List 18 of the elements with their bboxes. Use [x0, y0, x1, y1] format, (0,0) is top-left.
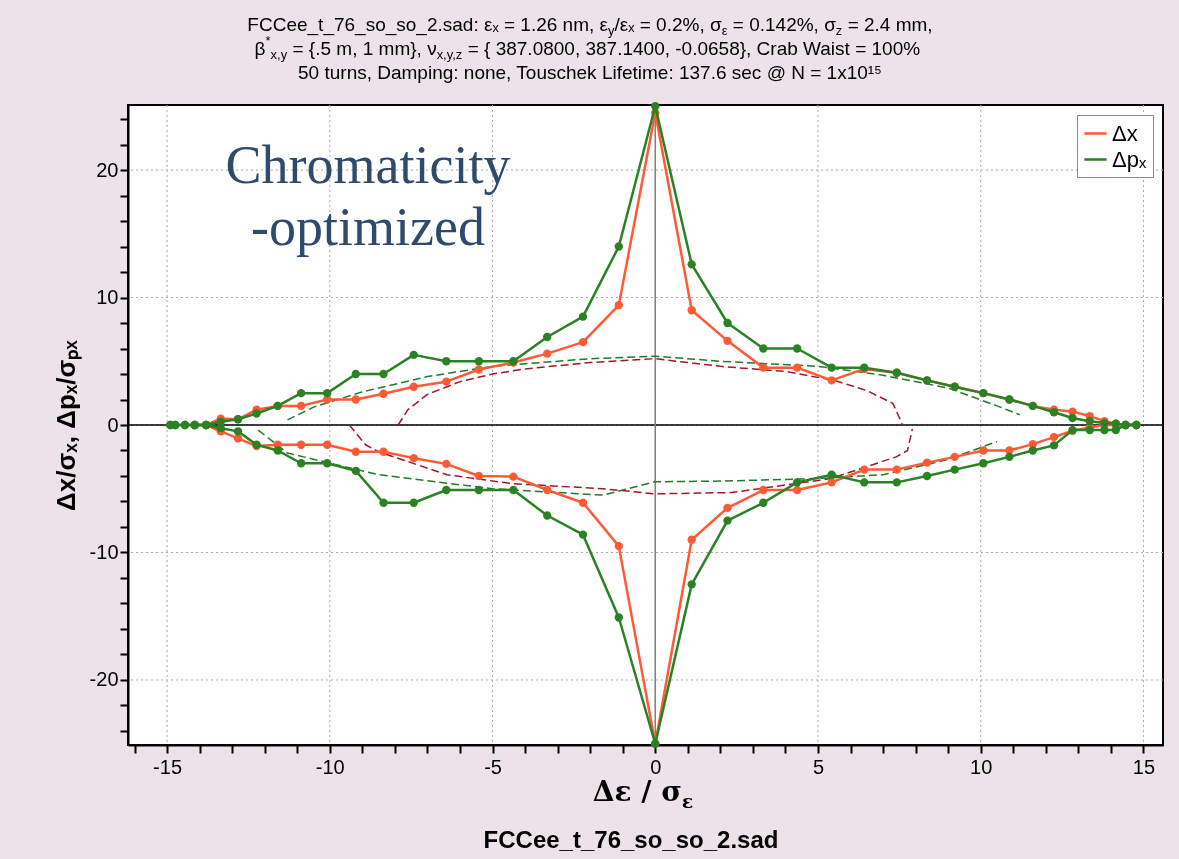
legend-label: Δpₓ: [1112, 146, 1147, 172]
y-axis-title: Δx/σₓ, Δpₓ/σₚₓ: [50, 339, 82, 511]
text: 50 turns, Damping: none, Touschek Lifetime: 137.6 sec @ N = 1x10¹⁵: [298, 62, 882, 83]
y-tick-label: -10: [89, 540, 119, 563]
x-tick-label: 0: [650, 755, 662, 778]
legend-label: Δx: [1112, 120, 1138, 146]
x-tick-label: -10: [315, 755, 345, 778]
x-tick-label: 10: [970, 755, 993, 778]
x-tick-label: 15: [1132, 755, 1156, 778]
y-tick-label: -20: [89, 668, 119, 691]
x-tick-label: -15: [153, 755, 183, 778]
x-tick-label: 5: [812, 755, 825, 778]
x-tick-label: -5: [484, 755, 502, 778]
annotation: Chromaticity -optimized: [225, 135, 511, 257]
y-tick-label: 20: [96, 158, 119, 181]
y-tick-label: 10: [96, 286, 119, 309]
y-tick-label: 0: [107, 413, 119, 436]
text: FCCee_t_76_so_so_2.sad: [483, 826, 779, 853]
